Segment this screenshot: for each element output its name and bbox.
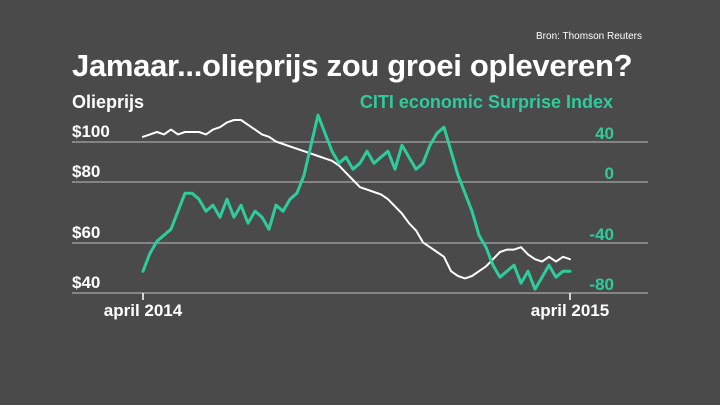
series-line-olieprijs: [142, 119, 571, 280]
right-axis-title: CITI economic Surprise Index: [360, 92, 613, 112]
left-tick-label: $60: [72, 223, 100, 242]
left-tick-label: $40: [72, 273, 100, 292]
source-label: Bron: Thomson Reuters: [536, 31, 642, 42]
right-tick-label: 40: [595, 124, 614, 143]
right-tick-label: -80: [589, 275, 614, 294]
x-tick-label: april 2014: [104, 301, 183, 320]
left-tick-label: $80: [72, 162, 100, 181]
x-tick-label: april 2015: [531, 301, 609, 320]
left-axis-ticks: $100 $80 $60 $40: [72, 122, 110, 292]
left-axis-title: Olieprijs: [72, 92, 144, 112]
right-tick-label: 0: [605, 164, 614, 183]
gridlines: [72, 141, 648, 294]
right-axis-ticks: 40 0 -40 -80: [589, 124, 614, 294]
x-axis-ticks: april 2014 april 2015: [104, 293, 609, 320]
series-lines: [141, 113, 572, 291]
series-line-citi-index: [141, 113, 572, 291]
left-tick-label: $100: [72, 122, 110, 141]
right-tick-label: -40: [589, 225, 614, 244]
chart-title: Jamaar...olieprijs zou groei opleveren?: [72, 48, 633, 83]
